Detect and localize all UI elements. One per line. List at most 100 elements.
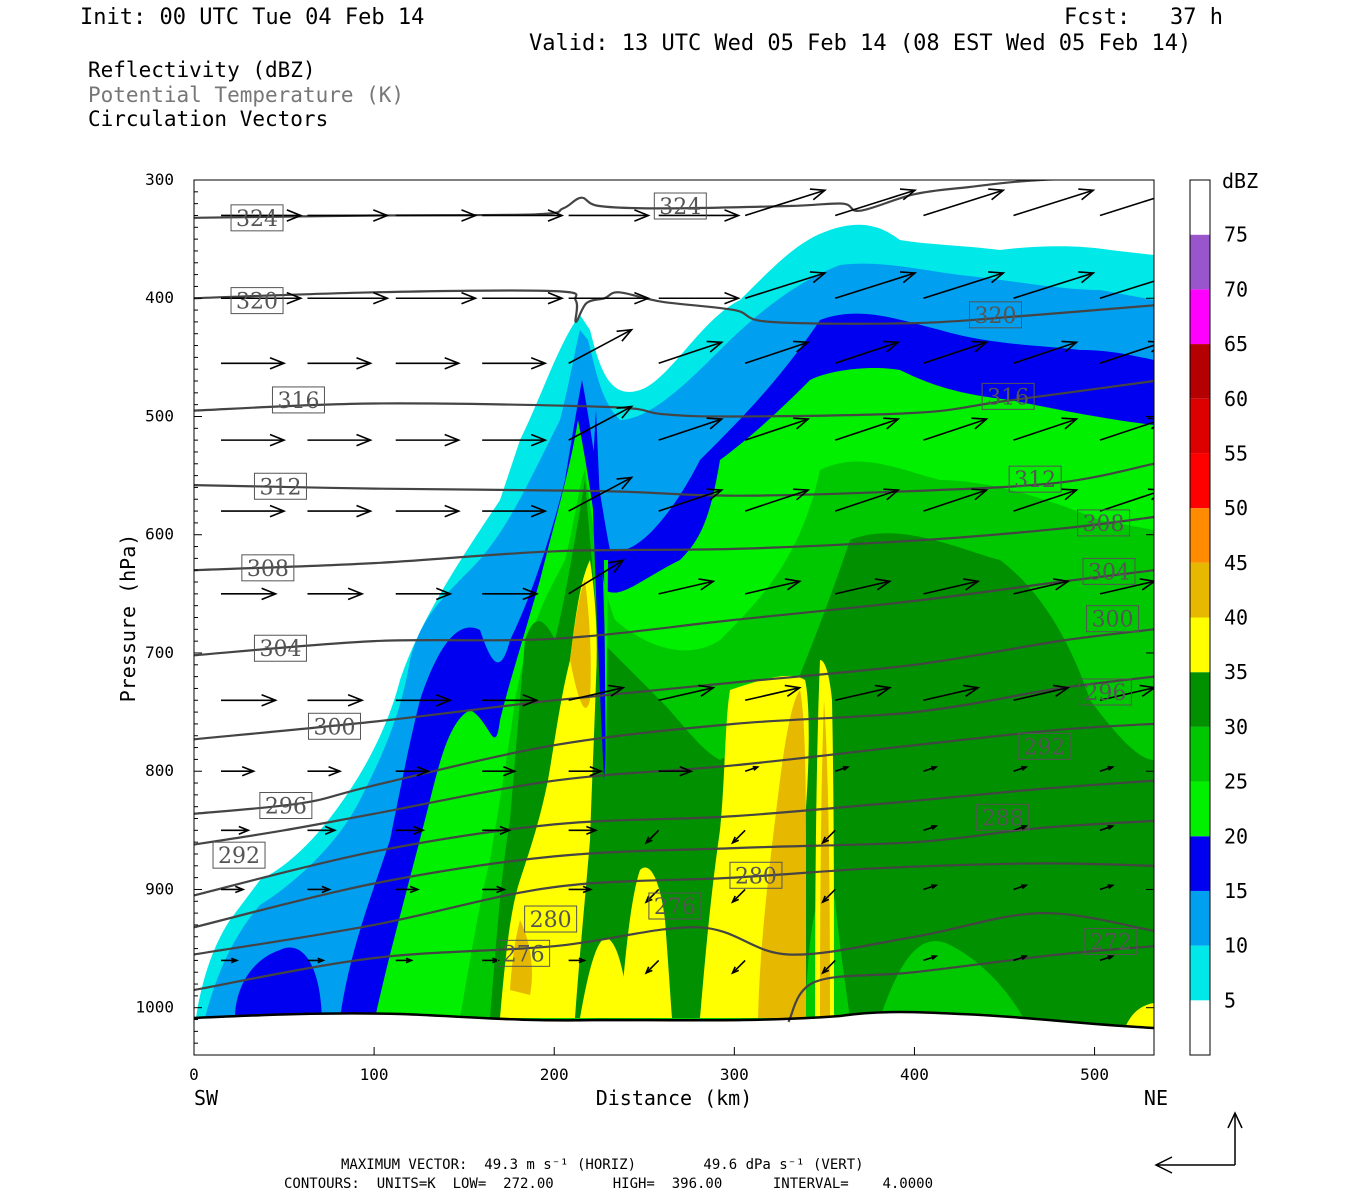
y-tick-label: 500 — [145, 406, 174, 425]
vector-arrow — [1099, 578, 1154, 595]
vector-arrow — [568, 476, 634, 512]
theta-label-304: 304 — [1082, 557, 1136, 585]
vector-arrow — [1099, 197, 1154, 217]
svg-text:312: 312 — [1014, 468, 1056, 493]
theta-contour-308 — [194, 515, 1154, 572]
vector-arrow — [568, 684, 626, 702]
x-tick-label: 0 — [189, 1065, 199, 1084]
vector-arrow — [221, 209, 303, 222]
vector-arrow — [395, 957, 414, 964]
x-tick-label: 400 — [900, 1065, 929, 1084]
vector-arrow — [744, 684, 802, 702]
colorbar-label: 40 — [1224, 606, 1248, 630]
vector-arrow — [221, 433, 287, 447]
vector-arrow — [395, 356, 461, 370]
theta-label-292: 292 — [1017, 732, 1071, 760]
vector-arrow — [1013, 765, 1029, 772]
theta-label-300: 300 — [307, 712, 361, 740]
vector-arrow — [744, 765, 760, 772]
svg-text:296: 296 — [265, 795, 307, 820]
colorbar-bin — [1190, 1000, 1210, 1055]
theta-label-320: 320 — [969, 301, 1023, 329]
vector-arrow — [644, 829, 660, 845]
field-reflectivity: Reflectivity (dBZ) — [88, 58, 316, 82]
vector-arrow — [395, 765, 431, 777]
init-time: Init: 00 UTC Tue 04 Feb 14 — [80, 5, 425, 30]
colorbar-label: 35 — [1224, 660, 1248, 684]
theta-label-280: 280 — [524, 905, 578, 933]
theta-label-288: 288 — [976, 803, 1030, 831]
vector-arrow — [1099, 280, 1154, 300]
vector-arrow — [834, 271, 918, 300]
vector-arrow — [923, 578, 981, 595]
theta-label-312: 312 — [253, 472, 307, 500]
vector-arrow — [730, 959, 746, 975]
vector-arrow — [221, 693, 278, 707]
vector-arrow — [221, 885, 246, 894]
theta-label-300: 300 — [1086, 605, 1140, 633]
vector-arrow — [307, 825, 337, 835]
svg-text:292: 292 — [1023, 735, 1065, 760]
theta-label-292: 292 — [212, 841, 266, 869]
vector-arrow — [482, 356, 548, 370]
svg-text:292: 292 — [218, 844, 260, 869]
colorbar-bin — [1190, 344, 1210, 399]
vector-arrow — [1013, 884, 1029, 891]
vector-arrow — [923, 825, 939, 832]
theta-label-324: 324 — [653, 192, 707, 220]
circulation-vectors — [221, 188, 1154, 975]
colorbar-bin — [1190, 289, 1210, 345]
svg-text:276: 276 — [503, 942, 545, 967]
vector-arrow — [834, 765, 850, 772]
vector-arrow — [1013, 955, 1029, 962]
vector-arrow — [568, 825, 599, 835]
theta-label-316: 316 — [981, 382, 1035, 410]
vector-arrow — [923, 884, 939, 891]
svg-text:320: 320 — [236, 290, 278, 315]
vector-arrow — [395, 885, 420, 894]
vector-arrow — [221, 957, 239, 964]
vector-arrow — [923, 271, 1006, 300]
colorbar-title: dBZ — [1222, 169, 1258, 193]
colorbar-label: 55 — [1224, 441, 1248, 465]
axes: 300 400 500 600 700 800 900 1000 0 100 200 300 400 50… — [135, 170, 1154, 1084]
vector-arrow — [923, 765, 939, 772]
vector-arrow — [395, 433, 461, 447]
colorbar-label: 25 — [1224, 770, 1248, 794]
vector-arrow — [482, 825, 512, 835]
vector-arrow — [744, 271, 827, 300]
vector-arrow — [221, 356, 287, 370]
vector-arrow — [1013, 825, 1029, 832]
svg-text:304: 304 — [1088, 560, 1130, 585]
svg-text:324: 324 — [659, 195, 701, 220]
vector-arrow — [568, 405, 634, 441]
vector-arrow — [221, 825, 251, 835]
svg-text:280: 280 — [735, 864, 777, 889]
theta-label-324: 324 — [230, 204, 284, 232]
vector-arrow — [1099, 884, 1115, 891]
vector-arrow — [744, 578, 802, 595]
vector-arrow — [1013, 578, 1071, 595]
x-right-label: NE — [1144, 1086, 1168, 1110]
vector-arrow — [1013, 417, 1079, 441]
y-tick-label: 300 — [145, 170, 174, 189]
vector-arrow — [658, 578, 716, 595]
y-tick-label: 600 — [145, 525, 174, 544]
y-tick-label: 800 — [145, 761, 174, 780]
vector-arrow — [482, 433, 548, 447]
colorbar-bin — [1190, 562, 1210, 618]
vector-arrow — [1013, 488, 1079, 512]
colorbar-bin — [1190, 836, 1210, 891]
theta-label-296: 296 — [259, 792, 313, 820]
vector-arrow — [644, 959, 660, 975]
colorbar: 5 10 15 20 25 30 35 40 45 50 55 60 65 70 75 — [1189, 179, 1248, 1056]
theta-label-308: 308 — [1077, 509, 1131, 537]
vector-arrow — [1013, 684, 1071, 702]
vector-arrow — [221, 291, 303, 305]
colorbar-bin — [1190, 945, 1210, 1001]
vector-arrow — [658, 765, 694, 777]
vector-arrow — [730, 888, 746, 904]
vector-arrow — [835, 684, 892, 702]
theta-contour-280 — [194, 862, 1154, 956]
vector-arrow — [221, 504, 287, 518]
